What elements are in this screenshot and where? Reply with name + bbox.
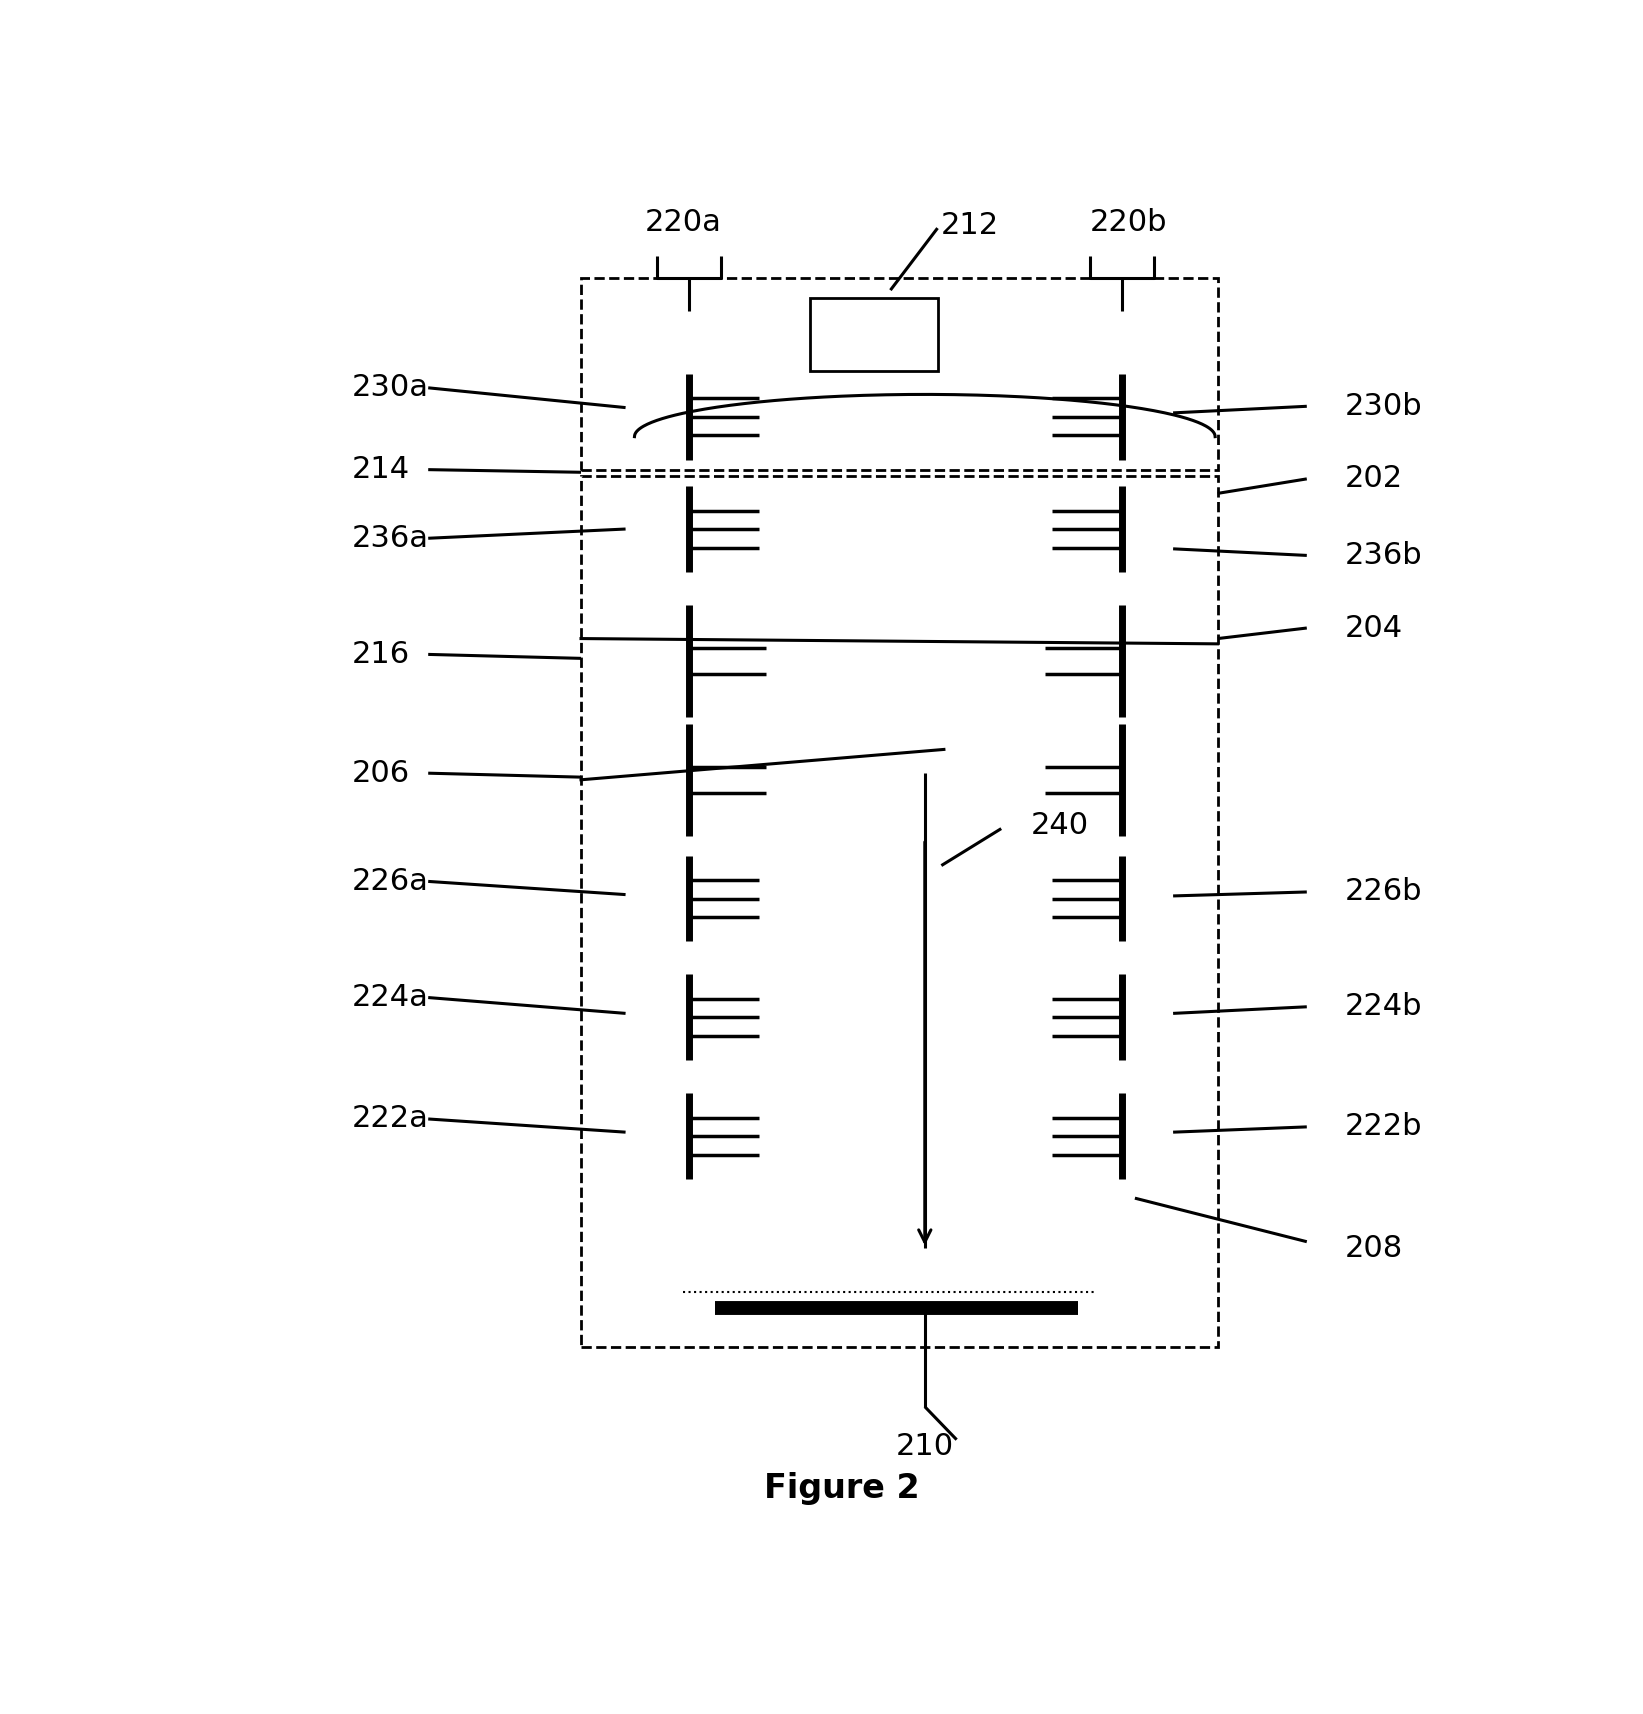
Text: Figure 2: Figure 2 [764, 1472, 920, 1505]
Bar [810, 298, 938, 370]
Text: 220b: 220b [1089, 209, 1167, 237]
Text: 212: 212 [940, 211, 999, 240]
Text: 240: 240 [1030, 811, 1089, 840]
Text: 216: 216 [352, 639, 411, 668]
Bar [582, 278, 1217, 470]
Text: 220a: 220a [644, 209, 721, 237]
Bar [582, 476, 1217, 1347]
Text: 222b: 222b [1346, 1112, 1423, 1142]
Text: 214: 214 [352, 456, 411, 483]
Text: 206: 206 [352, 759, 411, 788]
Text: 236a: 236a [352, 524, 429, 552]
Text: 226b: 226b [1346, 878, 1423, 907]
Text: 208: 208 [1346, 1234, 1403, 1263]
Text: 230b: 230b [1346, 393, 1423, 420]
Text: 224b: 224b [1346, 992, 1423, 1022]
Text: 202: 202 [1346, 464, 1403, 494]
Text: 236b: 236b [1346, 542, 1423, 571]
Text: 226a: 226a [352, 867, 429, 896]
Text: 224a: 224a [352, 984, 429, 1011]
Text: 230a: 230a [352, 374, 429, 403]
Text: 222a: 222a [352, 1104, 429, 1133]
Text: 210: 210 [895, 1431, 955, 1460]
Text: 204: 204 [1346, 614, 1403, 643]
